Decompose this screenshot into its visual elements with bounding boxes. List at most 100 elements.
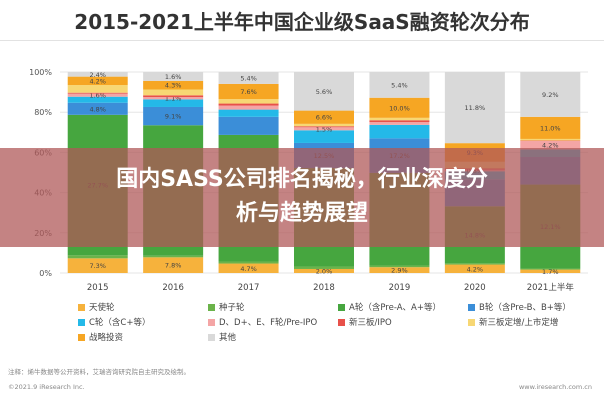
bar-segment xyxy=(143,97,204,100)
legend-label: D、D+、E、F轮/Pre-IPO xyxy=(219,318,318,328)
bar-segment xyxy=(218,105,279,110)
data-label: 4.3% xyxy=(165,82,182,90)
legend-label: C轮（含C+等） xyxy=(89,318,151,328)
chart-title: 2015-2021上半年中国企业级SaaS融资轮次分布 xyxy=(74,10,530,34)
data-label: 11.0% xyxy=(540,124,561,132)
bar-segment xyxy=(67,102,128,115)
bar-segment xyxy=(143,72,204,81)
legend-item: D、D+、E、F轮/Pre-IPO xyxy=(208,316,317,328)
legend-swatch xyxy=(468,303,475,311)
legend-swatch xyxy=(338,303,345,311)
legend-label: 新三板定增/上市定增 xyxy=(479,318,559,328)
legend-swatch xyxy=(78,318,85,326)
overlay-headline-line-1: 国内SASS公司排名揭秘，行业深度分 xyxy=(116,167,488,192)
data-label: 10.0% xyxy=(389,104,410,112)
legend-item: C轮（含C+等） xyxy=(78,316,151,328)
bar-segment xyxy=(294,266,354,269)
legend-swatch xyxy=(78,333,85,341)
bar-segment xyxy=(143,255,204,258)
source-url: www.iresearch.com.cn xyxy=(518,383,592,391)
bar-segment xyxy=(520,72,581,117)
bar-segment xyxy=(67,96,128,103)
bar-segment xyxy=(520,116,581,139)
data-label: 9.2% xyxy=(542,91,559,99)
x-tick-label: 2018 xyxy=(313,283,335,293)
data-label: 1.6% xyxy=(89,92,106,100)
data-label: 4.7% xyxy=(240,265,257,273)
bar-segment xyxy=(369,122,430,125)
bar-segment xyxy=(294,268,354,273)
bar-segment xyxy=(369,117,430,121)
data-label: 5.4% xyxy=(391,81,408,89)
legend-label: 新三板/IPO xyxy=(349,318,392,328)
legend-label: A轮（含Pre-A、A+等） xyxy=(349,303,441,313)
legend-swatch xyxy=(208,318,215,326)
data-label: 2.0% xyxy=(316,267,333,275)
bar-segment xyxy=(294,123,354,127)
bar-segment xyxy=(369,120,430,123)
bar-segment xyxy=(218,116,279,135)
note-line-1: 注释：烯牛数据等公开资料，艾瑞咨询研究院自主研究及绘制。 xyxy=(8,368,190,376)
legend-swatch xyxy=(208,303,215,311)
legend-item: B轮（含Pre-B、B+等） xyxy=(468,301,571,313)
banner-overlay xyxy=(0,148,604,247)
bar-segment xyxy=(218,109,279,117)
bar-segment xyxy=(67,258,128,273)
data-label: 4.2% xyxy=(89,77,106,85)
x-tick-label: 2017 xyxy=(238,283,260,293)
copyright: ©2021.9 iResearch Inc. xyxy=(8,383,85,391)
bar-segment xyxy=(67,72,128,77)
data-label: 1.5% xyxy=(316,125,333,133)
bar-segment xyxy=(294,130,354,143)
y-tick-label: 100% xyxy=(29,68,52,77)
x-tick-label: 2015 xyxy=(87,283,109,293)
bar-segment xyxy=(444,72,505,144)
bar-segment xyxy=(218,83,279,100)
bar-segment xyxy=(369,97,430,118)
legend-item: 天使轮 xyxy=(78,301,115,313)
data-label: 7.6% xyxy=(240,88,257,96)
y-tick-label: 80% xyxy=(34,108,52,117)
bar-segment xyxy=(520,269,581,273)
bar-segment xyxy=(218,261,279,264)
data-label: 2.4% xyxy=(89,71,106,79)
bar-segment xyxy=(218,99,279,104)
x-tick-label: 2020 xyxy=(464,283,486,293)
bar-segment xyxy=(67,85,128,93)
overlay-headline-line-2: 析与趋势展望 xyxy=(235,201,368,226)
legend-label: 种子轮 xyxy=(219,303,245,313)
bar-segment xyxy=(143,257,204,273)
data-label: 4.2% xyxy=(467,265,484,273)
bar-segment xyxy=(444,263,505,265)
y-tick-label: 0% xyxy=(39,269,52,278)
legend-swatch xyxy=(338,318,345,326)
data-label: 1.6% xyxy=(165,73,182,81)
bar-segment xyxy=(520,268,581,270)
bar-segment xyxy=(67,92,128,94)
bar-segment xyxy=(143,80,204,90)
bar-segment xyxy=(67,255,128,259)
bar-segment xyxy=(218,263,279,273)
bar-segment xyxy=(67,93,128,97)
bar-segment xyxy=(218,103,279,106)
bar-segment xyxy=(294,72,354,111)
bar-segment xyxy=(143,106,204,126)
bar-segment xyxy=(520,140,581,150)
overlay-headline: 国内SASS公司排名揭秘，行业深度分 析与趋势展望 xyxy=(0,163,604,231)
legend-label: B轮（含Pre-B、B+等） xyxy=(479,303,571,313)
bar-segment xyxy=(143,99,204,107)
legend-label: 天使轮 xyxy=(89,303,115,313)
legend-item: 新三板定增/上市定增 xyxy=(468,316,558,328)
data-label: 1.1% xyxy=(165,95,182,103)
x-tick-label: 2019 xyxy=(389,283,411,293)
data-label: 2.9% xyxy=(391,267,408,275)
data-label: 11.8% xyxy=(465,104,486,112)
x-tick-label: 2021上半年 xyxy=(527,282,575,293)
data-label: 4.2% xyxy=(542,142,559,150)
legend-item: 新三板/IPO xyxy=(338,316,392,328)
legend-swatch xyxy=(468,318,475,326)
legend-item: 其他 xyxy=(208,331,236,343)
bar-segment xyxy=(218,72,279,84)
bar-segment xyxy=(294,127,354,131)
bar-segment xyxy=(143,95,204,98)
